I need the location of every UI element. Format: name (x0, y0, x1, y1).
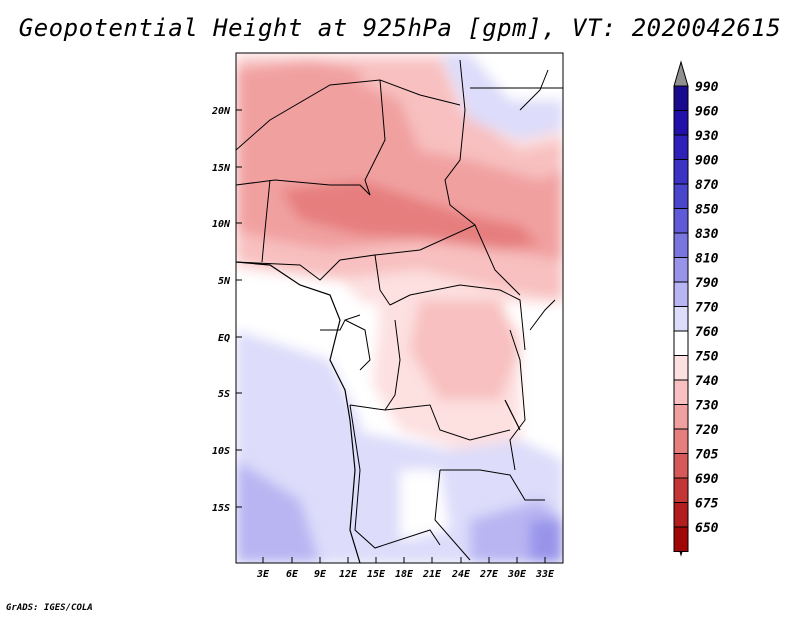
lon-tick-label: 27E (479, 569, 499, 580)
legend-level-label: 650 (695, 521, 719, 536)
legend-swatch (673, 428, 689, 454)
color-legend: 990 960 930 900 870 850 830 810 790 770 760 750 740 7… (673, 60, 719, 557)
legend-level-label: 830 (695, 227, 719, 242)
legend-level-label: 760 (695, 325, 719, 340)
legend-level-label: 870 (695, 178, 719, 193)
legend-swatch (673, 453, 689, 479)
legend-swatch (673, 110, 689, 136)
lon-tick-label: 12E (339, 569, 358, 580)
legend-swatch (673, 526, 689, 552)
lat-tick-label: 5S (218, 389, 230, 400)
legend-swatch (673, 355, 689, 381)
lat-tick-label: 10N (212, 219, 231, 230)
legend-swatch (673, 477, 689, 503)
legend-swatch (673, 232, 689, 258)
lat-labels: 20N 15N 10N 5N EQ 5S 10S 15S (211, 106, 231, 514)
lon-tick-label: 9E (314, 569, 327, 580)
lon-tick-label: 18E (395, 569, 414, 580)
legend-swatch (673, 330, 689, 356)
coastline (236, 261, 521, 563)
map-title: Geopotential Height at 925hPa [gpm], VT:… (18, 14, 782, 42)
legend-level-label: 900 (695, 154, 719, 169)
lat-tick-label: 10S (212, 446, 230, 457)
legend-swatch (673, 281, 689, 307)
country-borders (236, 59, 563, 561)
height-field (236, 53, 563, 563)
legend-level-label: 675 (695, 497, 719, 512)
lat-tick-label: 15S (212, 503, 230, 514)
legend-swatch (673, 306, 689, 332)
legend-swatch (673, 502, 689, 528)
legend-level-label: 810 (695, 252, 719, 267)
legend-level-label: 750 (695, 350, 719, 365)
map-frame (235, 52, 564, 564)
lat-tick-label: EQ (218, 333, 230, 344)
grads-credit: GrADS: IGES/COLA (6, 603, 93, 613)
legend-level-label: 790 (695, 276, 719, 291)
legend-level-label: 720 (695, 423, 719, 438)
legend-swatch (673, 134, 689, 160)
legend-top-arrow (673, 60, 689, 87)
lon-labels: 3E 6E 9E 12E 15E 18E 21E 24E 27E 30E 33E (256, 569, 555, 580)
lon-tick-label: 15E (367, 569, 386, 580)
lat-tick-label: 20N (211, 106, 231, 117)
legend-swatch (673, 159, 689, 185)
legend-level-label: 850 (695, 203, 719, 218)
legend-level-label: 730 (695, 399, 719, 414)
lon-tick-label: 3E (256, 569, 270, 580)
lon-tick-label: 24E (451, 569, 471, 580)
lat-tick-label: 15N (212, 163, 231, 174)
legend-level-label: 990 (695, 80, 719, 95)
legend-level-label: 930 (695, 129, 719, 144)
legend-level-label: 705 (695, 448, 719, 463)
legend-swatch (673, 404, 689, 430)
legend-swatch (673, 85, 689, 111)
lat-tick-label: 5N (218, 276, 231, 287)
lon-tick-label: 33E (535, 569, 555, 580)
legend-level-label: 960 (695, 105, 719, 120)
legend-swatch (673, 183, 689, 209)
legend-swatch (673, 208, 689, 234)
lon-tick-label: 30E (507, 569, 527, 580)
legend-level-label: 770 (695, 301, 719, 316)
legend-level-label: 690 (695, 472, 719, 487)
axis-ticks (236, 109, 546, 563)
legend-level-label: 740 (695, 374, 719, 389)
lon-tick-label: 6E (286, 569, 299, 580)
legend-swatch (673, 379, 689, 405)
lon-tick-label: 21E (422, 569, 442, 580)
legend-swatch (673, 257, 689, 283)
